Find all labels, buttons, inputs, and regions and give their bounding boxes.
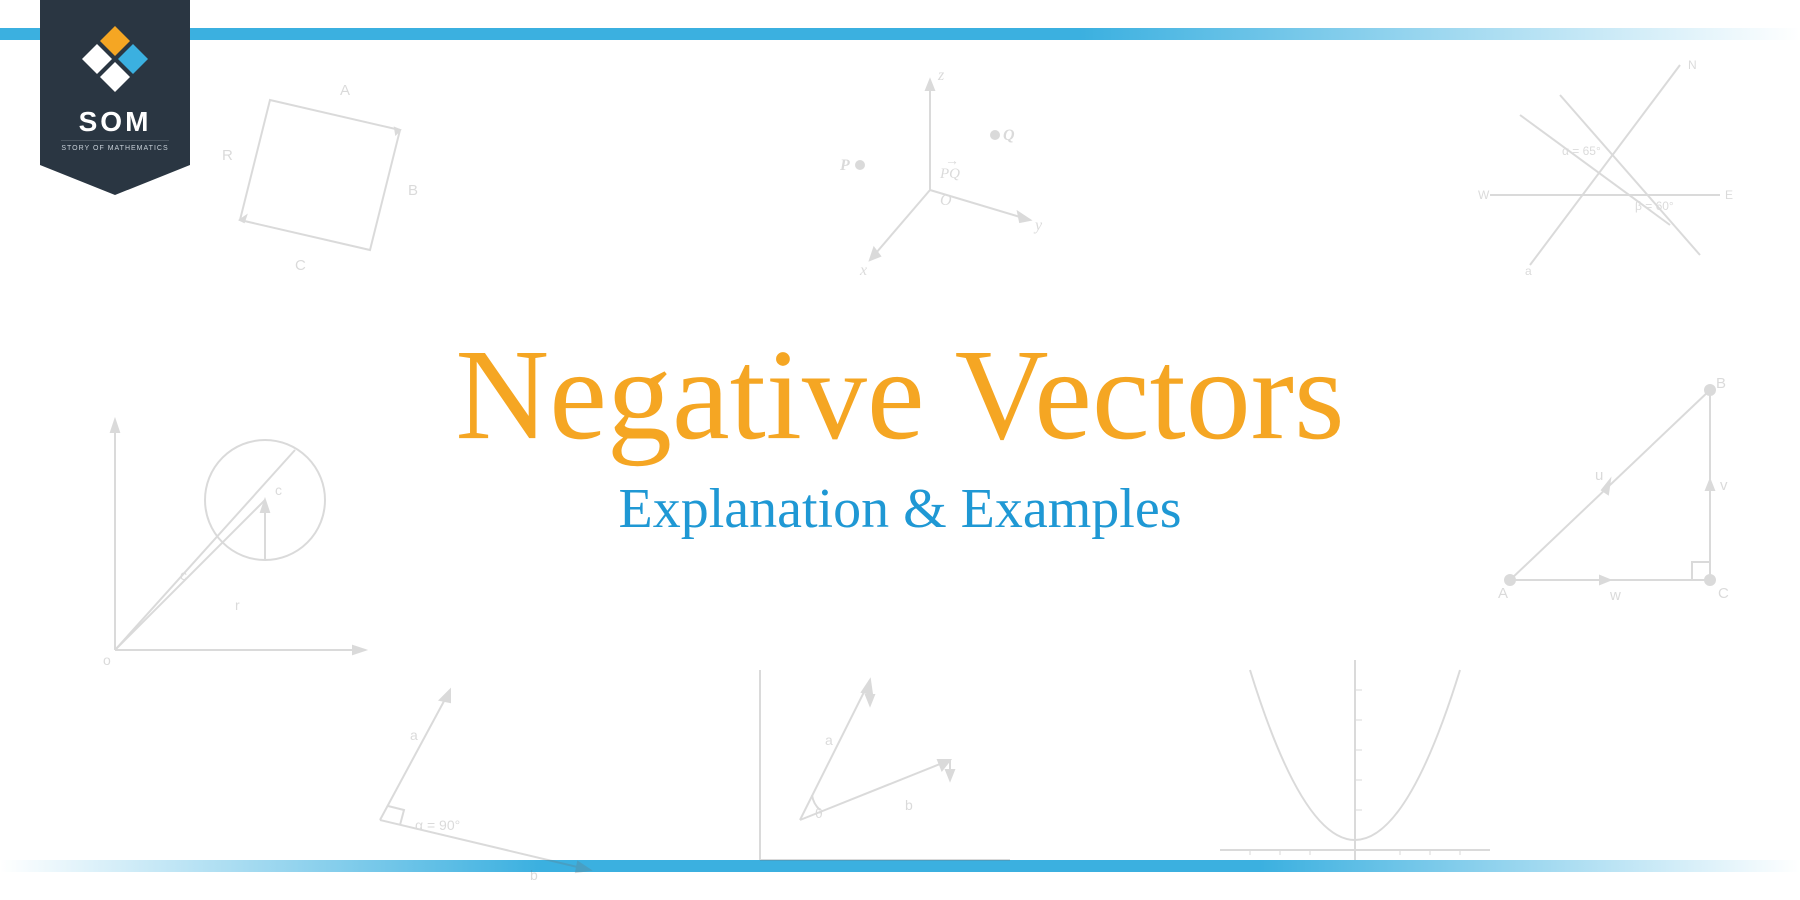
brand-content: SOM STORY OF MATHEMATICS xyxy=(40,0,190,152)
svg-text:C: C xyxy=(295,257,306,274)
svg-text:b: b xyxy=(530,867,538,883)
svg-text:v: v xyxy=(1720,477,1728,494)
svg-text:α = 65°: α = 65° xyxy=(1562,144,1601,158)
svg-text:x: x xyxy=(859,262,867,279)
svg-text:a: a xyxy=(825,732,833,748)
svg-text:N: N xyxy=(1688,58,1697,72)
svg-text:z: z xyxy=(937,67,945,84)
diagram-circle-vectors: o c r c xyxy=(85,400,385,680)
top-accent-bar xyxy=(0,28,1800,40)
svg-text:α = 90°: α = 90° xyxy=(415,817,460,833)
svg-text:w: w xyxy=(1609,587,1621,604)
page-title: Negative Vectors xyxy=(455,324,1344,467)
svg-text:a: a xyxy=(1525,264,1532,278)
brand-fullname: STORY OF MATHEMATICS xyxy=(61,140,168,152)
svg-text:b: b xyxy=(905,797,913,813)
som-logo-icon xyxy=(80,24,150,94)
svg-text:A: A xyxy=(340,82,350,99)
svg-text:R: R xyxy=(222,147,233,164)
svg-text:r: r xyxy=(235,597,240,613)
diagram-square: A B C R xyxy=(210,60,450,280)
svg-text:P: P xyxy=(839,157,850,174)
svg-text:y: y xyxy=(1033,217,1043,234)
svg-text:Q: Q xyxy=(1003,127,1015,144)
svg-text:W: W xyxy=(1478,188,1490,202)
svg-text:c: c xyxy=(180,567,187,583)
svg-text:c: c xyxy=(275,482,282,498)
svg-text:o: o xyxy=(103,652,111,668)
diagram-3d-axes: z y x O P Q → PQ xyxy=(800,60,1060,280)
svg-text:A: A xyxy=(1498,585,1508,602)
svg-text:E: E xyxy=(1725,188,1733,202)
diagram-two-vectors: a b θ xyxy=(720,650,1030,890)
svg-text:B: B xyxy=(408,182,418,199)
diagram-intersecting-lines: N E W a α = 65° β = 60° xyxy=(1470,55,1740,285)
title-block: Negative Vectors Explanation & Examples xyxy=(455,324,1344,541)
page-subtitle: Explanation & Examples xyxy=(455,477,1344,541)
svg-text:β = 60°: β = 60° xyxy=(1635,199,1674,213)
svg-text:u: u xyxy=(1595,467,1603,484)
svg-text:C: C xyxy=(1718,585,1729,602)
svg-text:a: a xyxy=(410,727,418,743)
diagram-right-angle: a b α = 90° xyxy=(330,680,620,890)
svg-text:θ: θ xyxy=(815,805,823,821)
svg-text:PQ: PQ xyxy=(939,166,960,182)
svg-text:O: O xyxy=(940,192,952,209)
svg-text:B: B xyxy=(1716,375,1726,392)
diagram-triangle: A B C u v w xyxy=(1480,370,1750,620)
diagram-parabola xyxy=(1200,650,1510,880)
brand-acronym: SOM xyxy=(79,106,152,138)
